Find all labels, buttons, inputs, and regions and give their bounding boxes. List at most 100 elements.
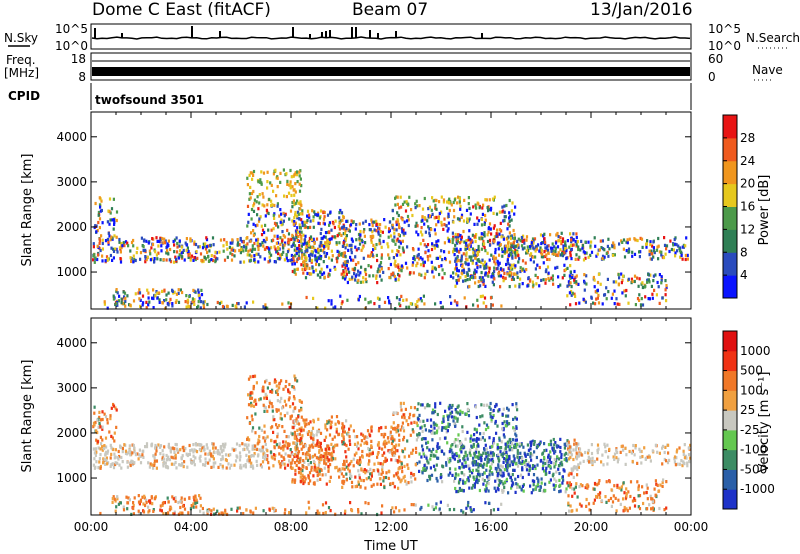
range-cell (364, 272, 368, 277)
range-cell (127, 244, 130, 248)
range-cell (168, 508, 171, 512)
range-cell (129, 463, 132, 468)
range-cell (95, 438, 98, 442)
range-cell (661, 296, 664, 300)
range-cell (656, 245, 659, 249)
range-cell (98, 410, 101, 414)
range-cell (396, 237, 399, 241)
range-cell (350, 474, 353, 478)
range-cell (290, 244, 293, 248)
range-cell (240, 247, 243, 251)
range-cell (108, 430, 111, 434)
range-cell (272, 453, 276, 457)
range-cell (420, 226, 423, 230)
range-cell (384, 456, 387, 460)
range-cell (572, 238, 575, 242)
range-cell (384, 225, 387, 229)
range-cell (459, 412, 462, 416)
range-cell (274, 168, 277, 172)
range-cell (414, 224, 417, 228)
range-cell (312, 441, 315, 445)
range-cell (275, 241, 278, 245)
range-cell (276, 425, 279, 430)
range-cell (244, 465, 247, 469)
range-cell (294, 446, 297, 450)
range-cell (505, 414, 508, 418)
range-cell (149, 252, 152, 256)
range-cell (302, 459, 305, 463)
range-cell (257, 180, 260, 184)
range-cell (434, 206, 437, 210)
range-cell (101, 417, 104, 422)
range-cell (468, 217, 471, 221)
range-cell (93, 447, 96, 451)
range-cell (375, 222, 378, 226)
power-x-ticks (90, 112, 692, 309)
range-cell (328, 452, 331, 456)
range-cell (465, 412, 468, 416)
range-cell (122, 505, 125, 509)
range-cell (577, 465, 580, 469)
range-cell (615, 297, 618, 301)
range-cell (120, 242, 123, 246)
range-cell (281, 239, 284, 243)
range-cell (165, 453, 168, 458)
range-cell (171, 446, 174, 450)
range-cell (384, 459, 387, 463)
range-cell (391, 271, 395, 275)
range-cell (334, 219, 337, 223)
range-cell (457, 404, 460, 408)
range-cell (580, 239, 583, 243)
range-cell (278, 442, 281, 446)
range-cell (317, 457, 320, 461)
range-cell (323, 461, 326, 465)
range-cell (287, 435, 290, 439)
range-cell (272, 172, 275, 176)
range-cell (255, 402, 258, 406)
range-cell (660, 250, 663, 254)
range-cell (330, 302, 333, 306)
range-cell (319, 457, 322, 462)
range-cell (330, 415, 333, 419)
range-cell (626, 241, 629, 245)
range-cell (294, 201, 297, 205)
range-cell (180, 457, 183, 461)
range-cell (250, 396, 254, 400)
range-cell (478, 236, 481, 240)
range-cell (503, 250, 506, 254)
range-cell (492, 439, 495, 443)
range-cell (439, 255, 442, 259)
range-cell (265, 246, 268, 250)
range-cell (510, 484, 514, 488)
range-cell (357, 461, 360, 466)
range-cell (101, 438, 104, 442)
range-cell (180, 255, 184, 259)
range-cell (381, 468, 384, 472)
range-cell (477, 202, 480, 206)
range-cell (488, 207, 491, 212)
range-cell (106, 449, 110, 453)
range-cell (508, 211, 511, 215)
range-cell (394, 264, 397, 268)
range-cell (570, 257, 573, 261)
range-cell (559, 236, 562, 240)
range-cell (286, 179, 289, 183)
range-cell (568, 274, 571, 278)
range-cell (476, 304, 479, 308)
range-cell (357, 447, 360, 451)
range-cell (99, 453, 102, 457)
range-cell (186, 246, 189, 250)
range-cell (611, 292, 614, 296)
range-cell (318, 449, 321, 453)
range-cell (315, 456, 318, 460)
range-cell (433, 409, 437, 414)
range-cell (401, 218, 404, 222)
range-cell (480, 453, 483, 457)
range-cell (319, 444, 322, 448)
range-cell (592, 275, 595, 280)
range-cell (124, 451, 128, 455)
range-cell (553, 485, 556, 489)
range-cell (640, 237, 644, 241)
range-cell (242, 240, 245, 244)
range-cell (476, 437, 479, 441)
